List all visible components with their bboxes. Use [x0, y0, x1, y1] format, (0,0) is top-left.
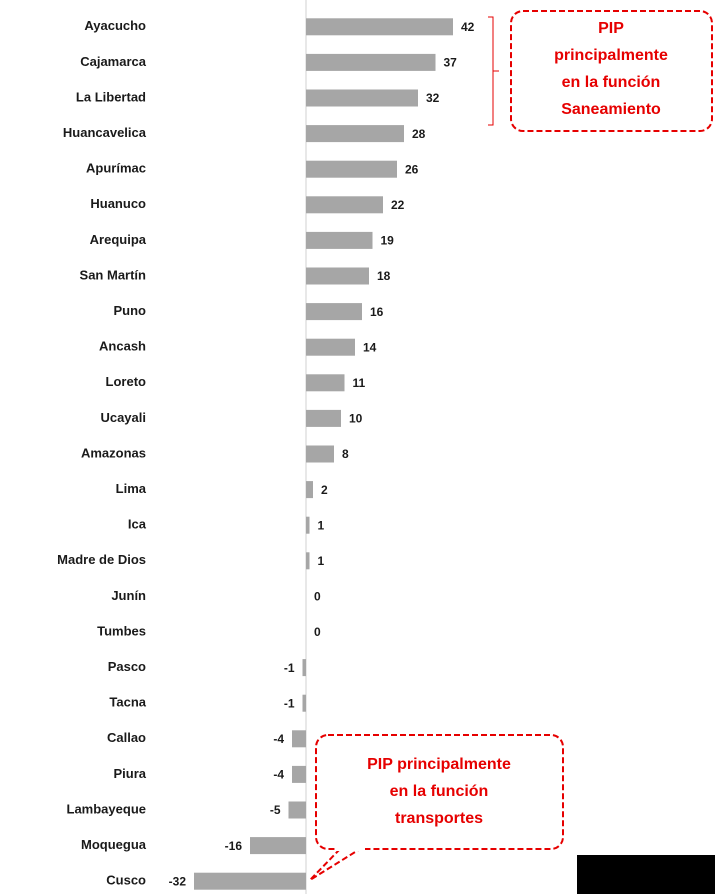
value-label: 16 [370, 305, 384, 319]
bar [306, 303, 362, 321]
bracket [488, 16, 499, 126]
value-label: 10 [349, 412, 363, 426]
black-block [577, 855, 715, 894]
category-label: Tacna [109, 695, 146, 710]
bar [306, 18, 453, 36]
category-label: Tumbes [97, 623, 146, 638]
value-label: -16 [225, 839, 243, 853]
value-label: -1 [284, 661, 295, 675]
callout-pointer [309, 848, 361, 881]
callout-gap [335, 847, 365, 851]
value-label: -4 [273, 732, 284, 746]
category-label: La Libertad [76, 89, 146, 104]
category-label: Callao [107, 730, 146, 745]
bar [288, 801, 306, 819]
value-label: 0 [314, 625, 321, 639]
bar [306, 552, 310, 570]
bar [306, 445, 334, 463]
bar [292, 765, 306, 783]
category-label: Moquegua [81, 837, 147, 852]
bar [306, 125, 404, 143]
category-label: Puno [114, 303, 147, 318]
value-label: 19 [381, 234, 395, 248]
bar [302, 694, 306, 712]
value-label: -4 [273, 768, 284, 782]
value-label: 42 [461, 20, 475, 34]
value-label: 26 [405, 162, 419, 176]
value-label: 8 [342, 447, 349, 461]
category-label: San Martín [80, 267, 147, 282]
value-label: 18 [377, 269, 391, 283]
bar [306, 196, 383, 214]
category-label: Ancash [99, 339, 146, 354]
value-label: -32 [169, 874, 187, 888]
annotation-box [510, 10, 713, 132]
bar [306, 89, 418, 107]
category-label: Huancavelica [63, 125, 147, 140]
bar [306, 231, 373, 249]
category-label: Ayacucho [84, 18, 146, 33]
value-label: 32 [426, 91, 440, 105]
category-label: Cajamarca [80, 54, 147, 69]
annotation-text: PIP principalmente [367, 756, 511, 773]
category-label: Piura [113, 766, 146, 781]
value-label: 28 [412, 127, 426, 141]
value-label: 11 [353, 376, 366, 390]
category-label: Ica [128, 517, 147, 532]
category-label: Arequipa [90, 232, 147, 247]
bar [194, 872, 306, 890]
category-label: Loreto [106, 374, 147, 389]
bar [306, 374, 345, 392]
bar [302, 659, 306, 677]
value-label: 37 [444, 56, 458, 70]
category-label: Lima [116, 481, 147, 496]
annotation-text: PIP [598, 20, 624, 37]
category-label: Lambayeque [67, 801, 146, 816]
category-label: Madre de Dios [57, 552, 146, 567]
bar [306, 160, 397, 178]
category-label: Amazonas [81, 445, 146, 460]
value-label: -1 [284, 696, 295, 710]
annotation-text: transportes [395, 810, 483, 827]
bar [306, 481, 313, 499]
value-label: 14 [363, 340, 377, 354]
annotation-box [315, 734, 564, 850]
category-label: Huanuco [90, 196, 146, 211]
bar [292, 730, 306, 748]
category-label: Pasco [108, 659, 146, 674]
annotation-text: en la función [562, 74, 661, 91]
category-label: Junín [111, 588, 146, 603]
value-label: 1 [318, 518, 325, 532]
bar [306, 516, 310, 534]
value-label: 1 [318, 554, 325, 568]
value-label: -5 [270, 803, 281, 817]
category-label: Cusco [106, 873, 146, 888]
bar [306, 53, 436, 71]
annotation-text: principalmente [554, 47, 668, 64]
bar [306, 338, 355, 356]
value-label: 0 [314, 590, 321, 604]
bar [250, 837, 306, 855]
category-label: Apurímac [86, 161, 146, 176]
annotation-text: en la función [390, 783, 489, 800]
value-label: 22 [391, 198, 405, 212]
bar [306, 267, 369, 285]
annotation-text: Saneamiento [561, 101, 661, 118]
value-label: 2 [321, 483, 328, 497]
category-label: Ucayali [100, 410, 146, 425]
bar [306, 409, 341, 427]
